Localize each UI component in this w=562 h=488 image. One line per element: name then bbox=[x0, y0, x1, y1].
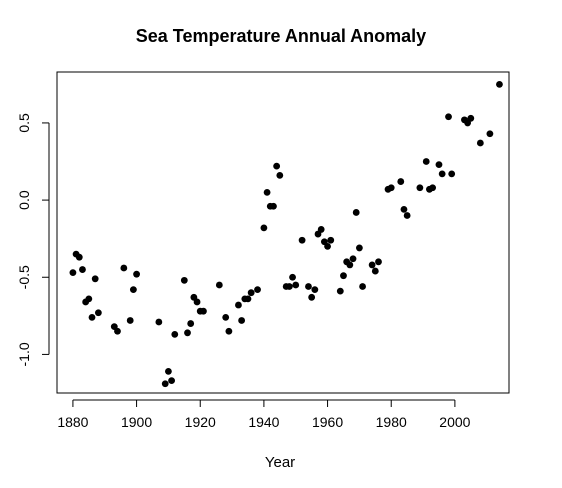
data-point bbox=[416, 184, 424, 192]
data-point bbox=[308, 293, 316, 301]
data-point bbox=[222, 313, 230, 321]
data-point bbox=[200, 307, 207, 315]
data-point bbox=[486, 130, 494, 138]
data-point bbox=[317, 226, 325, 233]
data-point bbox=[254, 286, 261, 294]
data-point bbox=[349, 255, 357, 263]
x-tick-label: 1920 bbox=[185, 414, 216, 430]
chart-title: Sea Temperature Annual Anomaly bbox=[136, 26, 426, 46]
data-point bbox=[129, 286, 137, 294]
data-point bbox=[260, 224, 268, 232]
data-point bbox=[476, 139, 484, 147]
data-point bbox=[422, 158, 430, 165]
y-tick-label: -0.5 bbox=[16, 265, 32, 289]
data-point bbox=[327, 236, 335, 244]
data-point bbox=[91, 275, 99, 283]
data-point bbox=[359, 283, 366, 290]
x-tick-label: 1960 bbox=[312, 414, 343, 430]
x-tick-label: 1900 bbox=[121, 414, 152, 430]
data-point bbox=[193, 298, 201, 306]
y-axis: -1.0 -0.5 0.0 0.5 bbox=[16, 113, 50, 366]
data-point bbox=[305, 283, 312, 290]
data-point bbox=[180, 276, 188, 284]
data-point bbox=[238, 317, 246, 324]
data-point bbox=[270, 202, 277, 210]
data-point bbox=[263, 188, 271, 196]
data-point bbox=[168, 377, 175, 385]
data-point bbox=[94, 309, 102, 317]
data-point bbox=[352, 209, 360, 216]
data-point bbox=[496, 80, 503, 88]
data-point bbox=[371, 267, 379, 275]
data-point bbox=[400, 205, 408, 213]
data-point bbox=[311, 286, 319, 294]
data-point bbox=[184, 329, 191, 337]
data-point bbox=[75, 253, 83, 261]
data-point bbox=[435, 161, 443, 168]
data-point bbox=[355, 244, 363, 252]
data-point bbox=[247, 289, 255, 297]
y-tick-label: 0.0 bbox=[16, 190, 32, 210]
data-point bbox=[88, 313, 96, 321]
data-point bbox=[273, 162, 281, 170]
data-point bbox=[292, 281, 300, 289]
data-point bbox=[225, 327, 233, 335]
x-tick-label: 1980 bbox=[376, 414, 407, 430]
data-point bbox=[215, 281, 223, 289]
plot-frame bbox=[56, 71, 510, 394]
data-point bbox=[387, 184, 395, 192]
x-tick-label: 2000 bbox=[439, 414, 470, 430]
x-tick-label: 1880 bbox=[57, 414, 88, 430]
data-point bbox=[368, 261, 376, 269]
data-point bbox=[244, 295, 252, 303]
data-point bbox=[298, 236, 306, 244]
x-axis-label: Year bbox=[265, 454, 295, 471]
data-point bbox=[289, 273, 296, 281]
data-point bbox=[126, 317, 134, 324]
data-point bbox=[375, 258, 382, 266]
data-point bbox=[397, 178, 405, 185]
x-tick-label: 1940 bbox=[248, 414, 279, 430]
data-point bbox=[340, 272, 347, 280]
data-point bbox=[165, 367, 172, 375]
data-point bbox=[79, 266, 86, 273]
data-point bbox=[187, 320, 195, 327]
data-point bbox=[324, 242, 331, 250]
data-point bbox=[285, 283, 293, 290]
data-point bbox=[69, 269, 77, 277]
data-point bbox=[346, 261, 354, 269]
data-point bbox=[133, 270, 140, 278]
y-tick-label: -1.0 bbox=[16, 342, 32, 366]
data-point bbox=[155, 318, 163, 326]
data-point bbox=[171, 330, 179, 338]
data-point bbox=[120, 264, 128, 272]
data-point bbox=[448, 170, 456, 178]
data-point bbox=[114, 327, 121, 335]
data-point bbox=[445, 113, 452, 121]
data-point bbox=[235, 301, 242, 309]
data-point bbox=[467, 114, 475, 122]
data-point bbox=[429, 184, 437, 192]
data-point bbox=[438, 170, 446, 178]
data-point bbox=[161, 380, 169, 388]
data-point bbox=[403, 212, 411, 219]
data-point bbox=[336, 287, 344, 295]
data-point bbox=[85, 295, 93, 303]
x-axis: 1880 1900 1920 1940 1960 1980 2000 bbox=[57, 399, 471, 430]
y-tick-label: 0.5 bbox=[16, 113, 32, 133]
data-point bbox=[276, 171, 284, 179]
data-points bbox=[69, 80, 503, 388]
